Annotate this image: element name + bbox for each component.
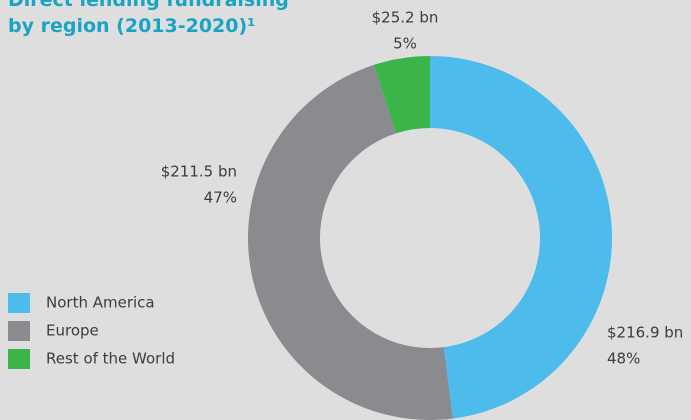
amount-label: $216.9 bn — [607, 324, 683, 342]
amount-label: $211.5 bn — [161, 163, 237, 181]
percent-label: 5% — [393, 35, 417, 53]
legend-label: Europe — [46, 322, 99, 340]
donut-segment — [248, 64, 453, 420]
amount-label: $25.2 bn — [372, 9, 439, 27]
chart-title: Direct lending fundraising — [8, 0, 289, 11]
legend-swatch — [8, 349, 30, 369]
percent-label: 48% — [607, 350, 640, 368]
chart-title: by region (2013-2020)¹ — [8, 15, 256, 37]
percent-label: 47% — [204, 189, 237, 207]
legend-swatch — [8, 293, 30, 313]
donut-segment — [430, 56, 613, 419]
legend-label: North America — [46, 294, 155, 312]
donut-segment — [373, 56, 430, 134]
legend-swatch — [8, 321, 30, 341]
legend-label: Rest of the World — [46, 350, 175, 368]
